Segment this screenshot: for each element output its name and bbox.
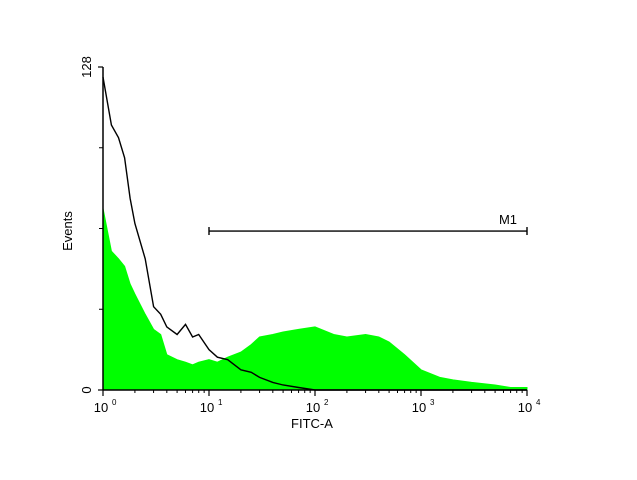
series-layer	[102, 76, 528, 391]
y-axis-label: Events	[60, 211, 75, 251]
y-tick-label: 128	[79, 56, 94, 78]
x-tick-label: 10	[200, 400, 214, 415]
x-tick-label: 10	[518, 400, 532, 415]
x-tick-exponent: 1	[218, 398, 223, 407]
x-tick-label: 10	[306, 400, 320, 415]
x-tick-exponent: 4	[536, 398, 541, 407]
x-tick-layer: 10 0 10 1 10 2 10 3 10 4	[94, 390, 541, 415]
marker-m1-label: M1	[499, 212, 517, 227]
marker-layer: M1	[208, 212, 528, 236]
histogram-green-area	[102, 208, 528, 391]
x-axis-label: FITC-A	[291, 416, 333, 431]
histogram-black-line	[102, 76, 527, 391]
y-tick-label: 0	[79, 386, 94, 393]
x-tick-label: 10	[412, 400, 426, 415]
x-tick-label: 10	[94, 400, 108, 415]
x-tick-exponent: 3	[430, 398, 435, 407]
x-tick-exponent: 0	[112, 398, 117, 407]
x-tick-exponent: 2	[324, 398, 329, 407]
y-tick-layer: 0 128	[79, 56, 103, 394]
